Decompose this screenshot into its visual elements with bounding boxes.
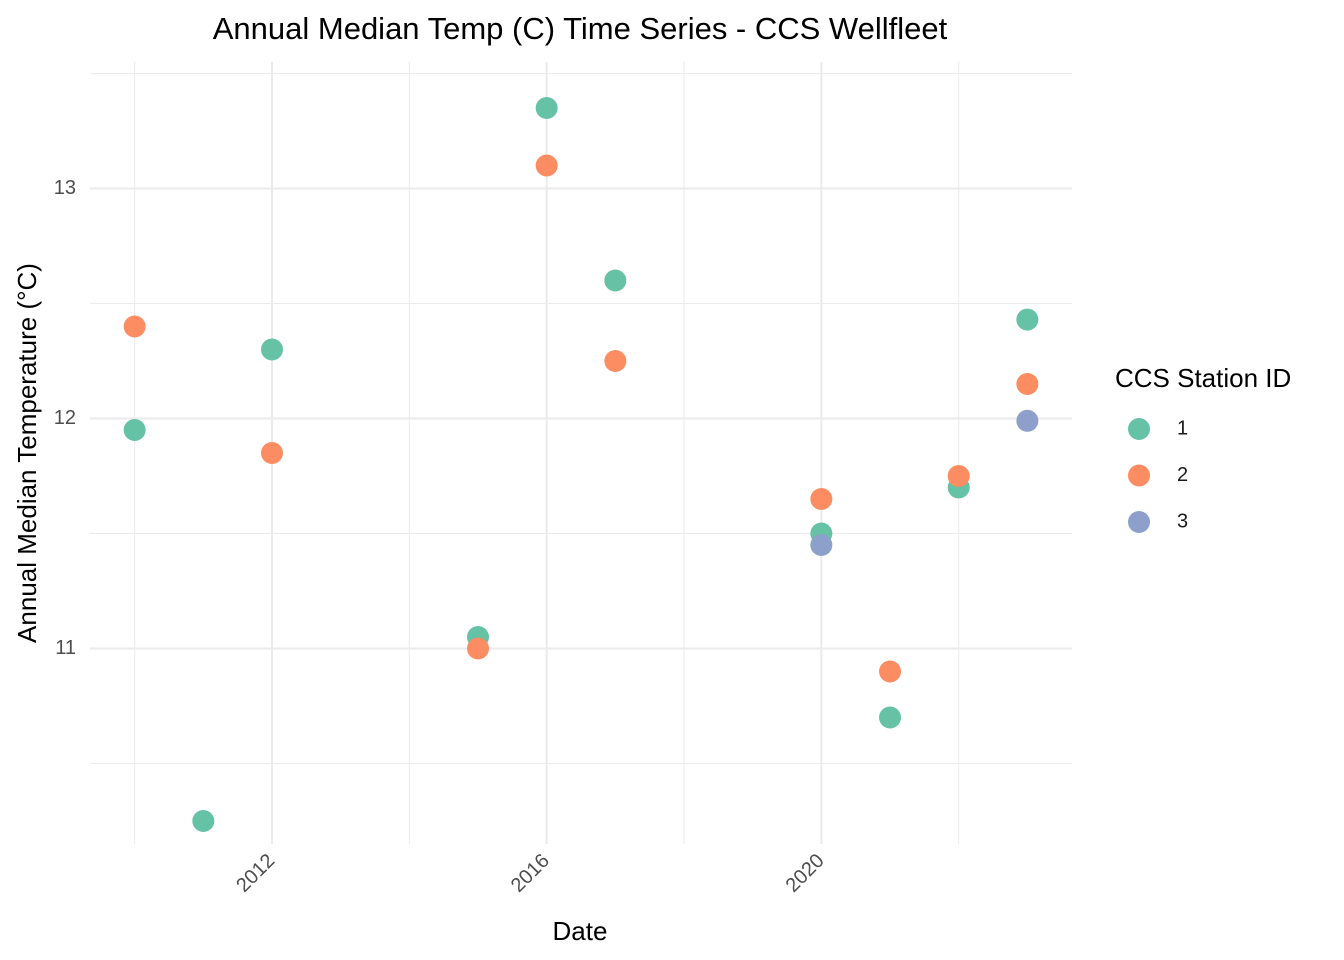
data-point — [810, 488, 833, 510]
data-point — [879, 660, 902, 683]
x-axis-title: Date — [553, 916, 608, 946]
data-point — [123, 315, 146, 338]
y-tick-label: 12 — [54, 407, 76, 429]
legend-label-2: 2 — [1177, 464, 1188, 486]
data-point — [1016, 308, 1039, 331]
x-tick-label: 2016 — [507, 850, 554, 897]
legend-key-1 — [1128, 418, 1150, 440]
legend-label-3: 3 — [1177, 510, 1188, 532]
data-point — [192, 810, 215, 832]
data-point — [879, 706, 902, 729]
data-point — [1016, 409, 1039, 432]
data-point — [604, 269, 627, 292]
data-point — [260, 338, 283, 361]
y-axis-ticks: 11 12 13 — [54, 177, 76, 659]
legend-items: 1 2 3 — [1128, 417, 1188, 533]
legend: CCS Station ID 1 2 3 — [1115, 363, 1291, 533]
data-point — [604, 350, 627, 372]
series-2 — [123, 154, 1039, 683]
data-point — [1016, 373, 1039, 395]
x-tick-label: 2012 — [232, 850, 279, 897]
data-point — [260, 442, 283, 464]
legend-key-3 — [1128, 511, 1150, 533]
y-tick-label: 13 — [54, 177, 76, 199]
legend-label-1: 1 — [1177, 417, 1188, 439]
x-axis-ticks: 2012 2016 2020 — [232, 850, 828, 897]
y-tick-label: 11 — [55, 637, 76, 659]
data-points — [123, 97, 1039, 832]
data-point — [535, 97, 558, 119]
data-point — [466, 637, 489, 660]
plot-panel — [90, 62, 1072, 844]
data-point — [123, 419, 146, 441]
data-point — [810, 534, 833, 556]
series-3 — [810, 409, 1039, 556]
legend-title: CCS Station ID — [1115, 363, 1291, 393]
data-point — [947, 465, 970, 487]
series-1 — [123, 97, 1039, 832]
x-tick-label: 2020 — [782, 850, 829, 897]
data-point — [535, 154, 558, 177]
gridlines — [90, 62, 1072, 844]
legend-key-2 — [1128, 464, 1150, 487]
chart-title: Annual Median Temp (C) Time Series - CCS… — [213, 11, 948, 46]
y-axis-title: Annual Median Temperature (°C) — [12, 263, 42, 643]
